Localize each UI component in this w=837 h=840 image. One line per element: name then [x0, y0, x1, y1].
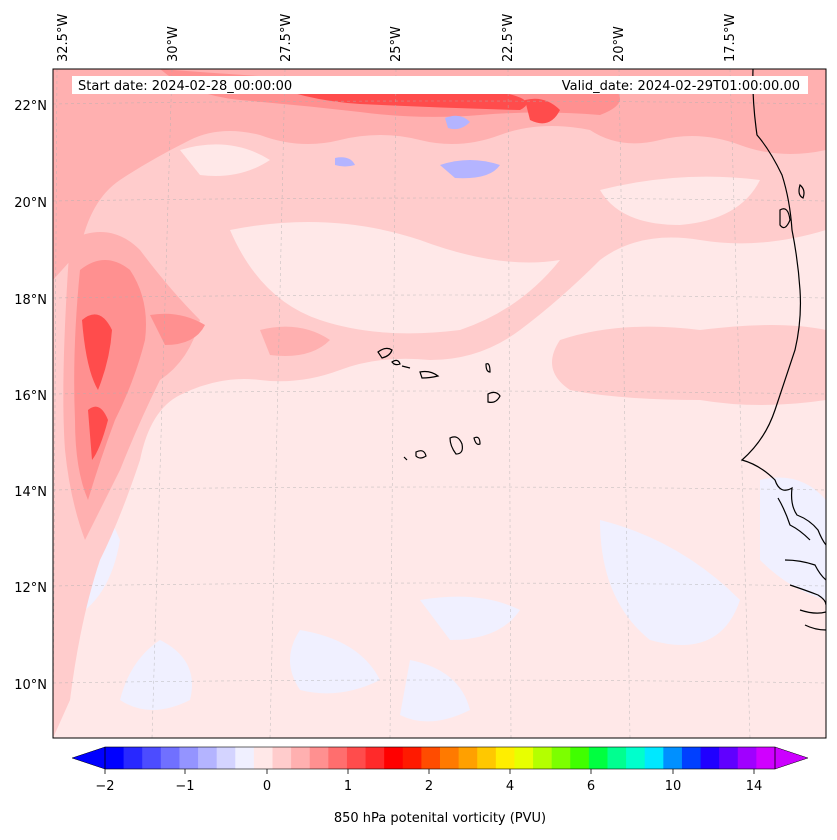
colorbar-cell: [700, 747, 720, 769]
colorbar-cell: [123, 747, 143, 769]
colorbar-tick-label: 14: [746, 779, 763, 794]
longitude-labels: 32.5°W 30°W 27.5°W 25°W 22.5°W 20°W 17.5…: [56, 14, 738, 62]
colorbar-cell: [105, 747, 125, 769]
colorbar-cell: [142, 747, 162, 769]
colorbar-cell: [402, 747, 422, 769]
colorbar-cell: [309, 747, 329, 769]
colorbar-cells: [105, 747, 776, 769]
colorbar-tick-label: 6: [587, 779, 595, 794]
latitude-label: 18°N: [14, 293, 47, 308]
colorbar-tick-label: 4: [506, 779, 514, 794]
colorbar-cell: [626, 747, 646, 769]
start-date-label: Start date: 2024-02-28_00:00:00: [78, 79, 292, 94]
colorbar-tick-label: 10: [665, 779, 682, 794]
colorbar-tick-label: −1: [175, 779, 194, 794]
latitude-label: 14°N: [14, 485, 47, 500]
colorbar-frame: [104, 746, 776, 770]
colorbar-cell: [663, 747, 683, 769]
colorbar-cell: [681, 747, 702, 769]
colorbar-tick-label: 1: [344, 779, 352, 794]
colorbar-cell: [440, 747, 460, 769]
moderate-negative-pv: [335, 115, 500, 179]
colorbar-cell: [235, 747, 255, 769]
longitude-label: 17.5°W: [723, 14, 738, 62]
longitude-label: 30°W: [166, 26, 181, 62]
colorbar-cell: [365, 747, 385, 769]
colorbar-cell: [253, 747, 273, 769]
colorbar-cell: [551, 747, 571, 769]
longitude-label: 27.5°W: [279, 14, 294, 62]
latitude-label: 12°N: [14, 581, 47, 596]
colorbar-cell: [644, 747, 664, 769]
latitude-labels: 22°N 20°N 18°N 16°N 14°N 12°N 10°N: [14, 99, 47, 693]
pv-field: [53, 69, 826, 738]
colorbar-extend-low: [71, 746, 106, 770]
longitude-label: 25°W: [389, 26, 404, 62]
latitude-label: 10°N: [14, 678, 47, 693]
colorbar-title: 850 hPa potenital vorticity (PVU): [334, 811, 546, 826]
colorbar-cell: [588, 747, 608, 769]
colorbar-tick-label: 0: [263, 779, 271, 794]
longitude-label: 20°W: [612, 26, 627, 62]
colorbar-cell: [533, 747, 553, 769]
map-frame: [52, 68, 827, 739]
gridlines: [53, 69, 826, 738]
longitude-label: 22.5°W: [501, 14, 516, 62]
header-box: [72, 76, 808, 94]
colorbar-cell: [737, 747, 757, 769]
colorbar-cell: [160, 747, 180, 769]
latitude-label: 22°N: [14, 99, 47, 114]
colorbar-ticks: [104, 769, 755, 774]
colorbar-tick-label: −2: [95, 779, 114, 794]
colorbar-cell: [458, 747, 478, 769]
colorbar-cell: [570, 747, 590, 769]
colorbar-tick-label: 2: [425, 779, 433, 794]
colorbar-cell: [179, 747, 199, 769]
background-pv-inner: [180, 144, 760, 334]
colorbar-cell: [328, 747, 348, 769]
africa-coastline: [740, 69, 826, 631]
cape-verde-islands: [377, 347, 501, 461]
colorbar-cell: [607, 747, 627, 769]
valid-date-label: Valid_date: 2024-02-29T01:00:00.00: [562, 79, 800, 94]
colorbar-cell: [756, 747, 776, 769]
colorbar-cell: [198, 747, 218, 769]
colorbar-cell: [495, 747, 515, 769]
coastlines: [740, 69, 826, 631]
colorbar-cell: [421, 747, 441, 769]
colorbar-cell: [477, 747, 497, 769]
colorbar-cell: [346, 747, 367, 769]
colorbar-cell: [384, 747, 404, 769]
longitude-label: 32.5°W: [56, 14, 71, 62]
colorbar-cell: [291, 747, 311, 769]
colorbar: −2 −1 0 1 2 4 6 10 14 850 hPa potenital …: [71, 746, 809, 826]
colorbar-cell: [216, 747, 236, 769]
colorbar-cell: [719, 747, 739, 769]
colorbar-tick-labels: −2 −1 0 1 2 4 6 10 14: [95, 779, 762, 794]
latitude-label: 16°N: [14, 389, 47, 404]
colorbar-extend-high: [774, 746, 809, 770]
colorbar-cell: [272, 747, 292, 769]
latitude-label: 20°N: [14, 196, 47, 211]
colorbar-cell: [514, 747, 534, 769]
